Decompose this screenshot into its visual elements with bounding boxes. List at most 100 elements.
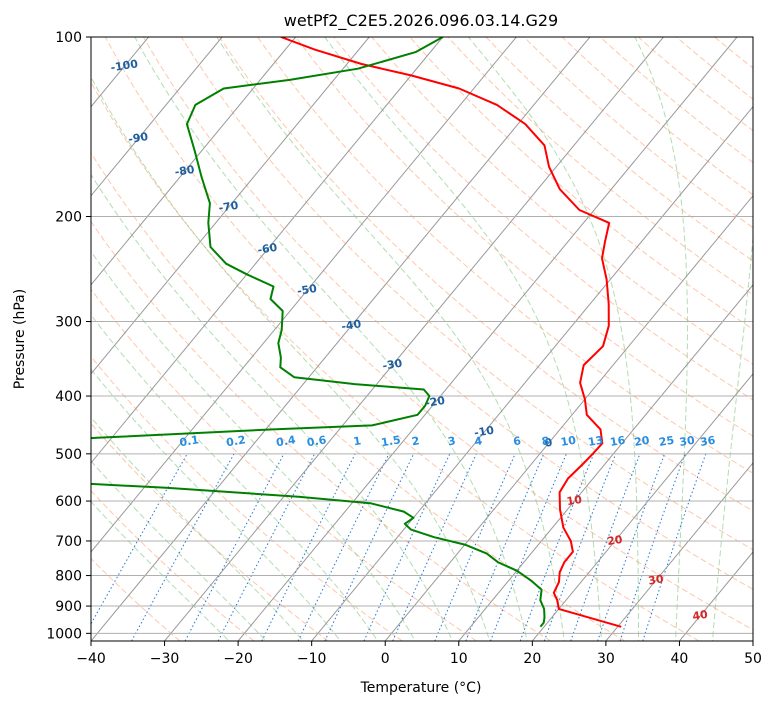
moist-adiabat [91,173,454,641]
mixing-ratio-line [465,453,545,641]
dry-adiabat [91,557,181,641]
y-tick-label: 300 [55,315,82,331]
isotherm [91,37,591,641]
plot-background [91,37,753,641]
dry-adiabat [752,37,753,39]
mixing-ratio-label: 1 [352,434,362,448]
dry-adiabat [142,37,753,590]
mixing-ratio-label: 10 [560,434,578,449]
mixing-ratio-line [519,453,595,641]
y-tick-label: 900 [55,599,82,615]
profile-series [91,37,622,628]
line-labels: -100-90-80-70-60-50-40-30-20-10010203040… [110,57,717,623]
plot-frame [90,36,754,642]
moist-adiabat [634,37,688,641]
x-tick-label: −20 [223,651,253,667]
x-tick-label: −30 [150,651,180,667]
dry-adiabat [219,37,753,512]
mixing-ratio-label: 36 [699,434,717,449]
mixing-ratio-label: 1.5 [380,433,401,449]
isotherm [164,37,664,641]
mixing-ratio-label: 8 [541,434,551,448]
mixing-ratio-line [619,453,686,641]
mixing-ratio-label: 6 [512,434,522,448]
moist-adiabat [91,250,416,641]
dry-adiabat [409,37,753,330]
mixing-ratio-line [324,453,415,641]
chart-title: wetPf2_C2E5.2026.096.03.14.G29 [284,11,558,31]
isotherm [237,37,738,641]
y-tick-label: 100 [55,30,82,46]
isotherm [0,37,1,641]
mixing-ratio-line [597,453,666,641]
dry-adiabat [91,490,255,641]
x-axis-ticks: −40 −30 −20 −10 0 10 20 30 40 50 [76,641,762,667]
mixing-ratio-label: 13 [587,434,604,449]
isotherm-label: -40 [340,317,362,333]
mixing-ratio-line [392,453,477,641]
x-axis-label: Temperature (°C) [360,680,482,696]
y-tick-label: 1000 [46,626,82,642]
isotherm-label: 0 [544,436,554,450]
mixing-ratio-line [91,453,188,625]
isotherm-label: -90 [127,130,149,146]
isotherm [91,37,223,197]
dry-adiabat [180,37,753,551]
moist-adiabat [711,232,753,641]
isotherm [91,37,517,553]
isotherm-label: 10 [566,493,584,508]
moist-adiabat [216,37,565,641]
moist-adiabat [324,37,602,641]
isotherm [531,373,753,641]
mixing-ratio-label: 4 [473,434,483,448]
mixing-ratio-label: 0.1 [178,433,199,449]
y-tick-label: 700 [55,534,82,550]
mixing-ratio-label: 0.2 [225,433,246,449]
y-tick-label: 800 [55,569,82,585]
mixing-ratio-label: 0.6 [306,433,328,449]
isotherm-label: -80 [174,163,196,179]
mixing-ratio-line [570,453,641,641]
plot-area [91,37,753,641]
isotherm [311,105,753,641]
x-tick-label: 40 [671,651,689,667]
moist-adiabat [91,460,267,641]
pressure-gridlines [91,37,753,634]
isotherm-label: -30 [381,357,403,373]
mixing-ratio-line [642,453,707,641]
dry-adiabat [91,81,700,641]
x-tick-label: 20 [523,651,541,667]
mixing-ratio-label: 3 [447,434,457,448]
isotherm [91,37,444,464]
mixing-ratio-label: 2 [411,434,421,448]
mixing-ratio-line [434,453,516,641]
y-tick-label: 500 [55,447,82,463]
mixing-ratio-label: 0.4 [275,433,297,449]
isotherm [384,194,753,641]
mixing-ratio-line [490,453,567,641]
reference-lines [0,37,753,641]
isotherm-label: -70 [218,199,240,215]
dry-adiabat [91,355,403,641]
dry-adiabat [91,288,477,641]
mixing-ratio-line [363,453,451,641]
mixing-ratio-line [543,453,617,641]
isotherm [458,284,753,641]
dewpoint-line [91,37,546,628]
dry-adiabat [91,220,551,641]
dry-adiabat [91,422,329,641]
y-tick-label: 200 [55,210,82,226]
isotherm-label: 20 [606,533,624,548]
mixing-ratio-line [297,453,390,641]
isotherm-label: -60 [256,241,278,257]
dry-adiabat [295,37,753,437]
isotherm [605,462,753,641]
dry-adiabat [104,37,753,631]
x-tick-label: 50 [744,651,762,667]
isotherm [91,37,297,286]
mixing-ratio-label: 30 [678,434,696,449]
moist-adiabat [468,37,639,641]
y-axis-ticks: 100 200 300 400 500 600 700 800 900 1000 [46,30,91,642]
isotherm [752,640,753,641]
